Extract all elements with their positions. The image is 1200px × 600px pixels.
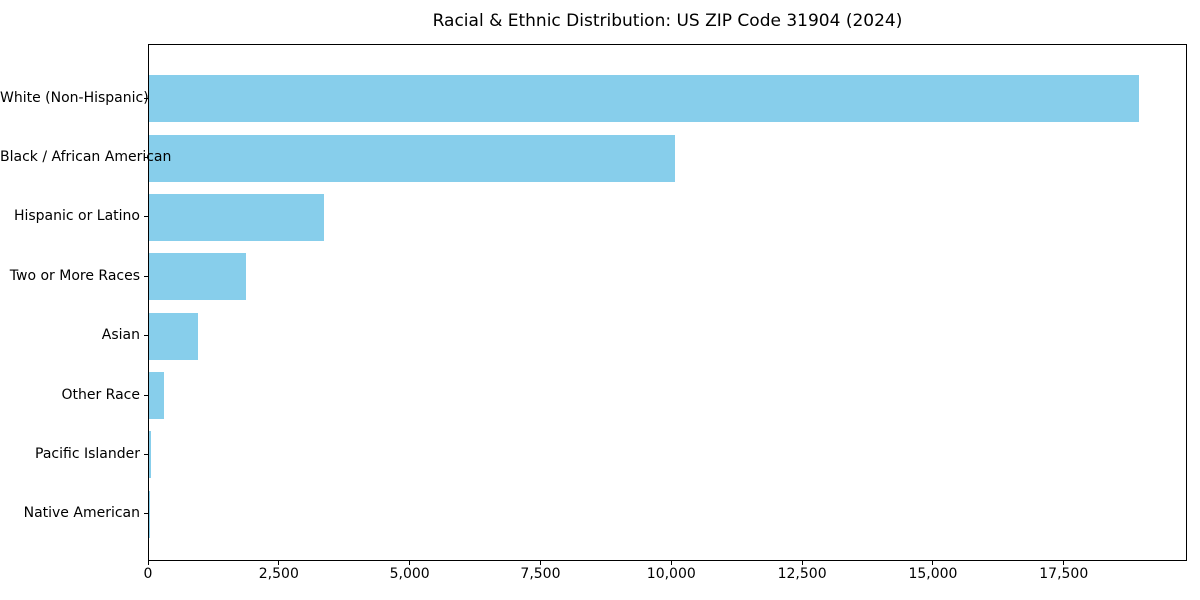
y-tick-label-black-african-american: Black / African American: [0, 149, 172, 166]
y-tick-label-pacific-islander: Pacific Islander: [35, 445, 140, 462]
x-tick-label-17500: 17,500: [1039, 566, 1089, 582]
bar-pacific-islander: [149, 431, 151, 479]
bar-asian: [149, 312, 199, 360]
bar-black-african-american: [149, 134, 676, 182]
y-tick-label-two-or-more-races: Two or More Races: [9, 267, 140, 284]
x-tick-label-5000: 5,000: [389, 566, 430, 582]
bar-native-american: [149, 490, 150, 538]
y-tick-label-white-non-hispanic: White (Non-Hispanic): [0, 89, 149, 106]
x-tick-mark: [147, 561, 149, 565]
x-tick-mark: [539, 561, 541, 565]
y-tick-mark: [144, 216, 148, 218]
y-tick-label-native-american: Native American: [23, 505, 140, 522]
x-tick-mark: [409, 561, 411, 565]
x-tick-label-7500: 7,500: [520, 566, 561, 582]
y-tick-label-asian: Asian: [101, 327, 140, 344]
x-tick-mark: [801, 561, 803, 565]
x-tick-label-12500: 12,500: [777, 566, 827, 582]
y-tick-mark: [144, 513, 148, 515]
x-tick-label-2500: 2,500: [258, 566, 299, 582]
x-tick-mark: [1063, 561, 1065, 565]
x-tick-label-10000: 10,000: [646, 566, 696, 582]
y-tick-label-other-race: Other Race: [61, 386, 140, 403]
x-tick-mark: [932, 561, 934, 565]
y-tick-mark: [144, 335, 148, 337]
x-tick-mark: [278, 561, 280, 565]
y-tick-mark: [144, 453, 148, 455]
y-tick-mark: [144, 275, 148, 277]
bar-other-race: [149, 372, 164, 420]
y-tick-mark: [144, 394, 148, 396]
chart-title: Racial & Ethnic Distribution: US ZIP Cod…: [432, 11, 903, 31]
bar-hispanic-or-latino: [149, 193, 325, 241]
y-tick-mark: [144, 157, 148, 159]
x-tick-label-0: 0: [143, 566, 153, 582]
bar-white-non-hispanic: [149, 75, 1139, 123]
plot-area: [148, 44, 1187, 561]
y-tick-label-hispanic-or-latino: Hispanic or Latino: [13, 208, 140, 225]
bar-two-or-more-races: [149, 253, 247, 301]
x-tick-label-15000: 15,000: [908, 566, 958, 582]
y-tick-mark: [144, 97, 148, 99]
x-tick-mark: [670, 561, 672, 565]
